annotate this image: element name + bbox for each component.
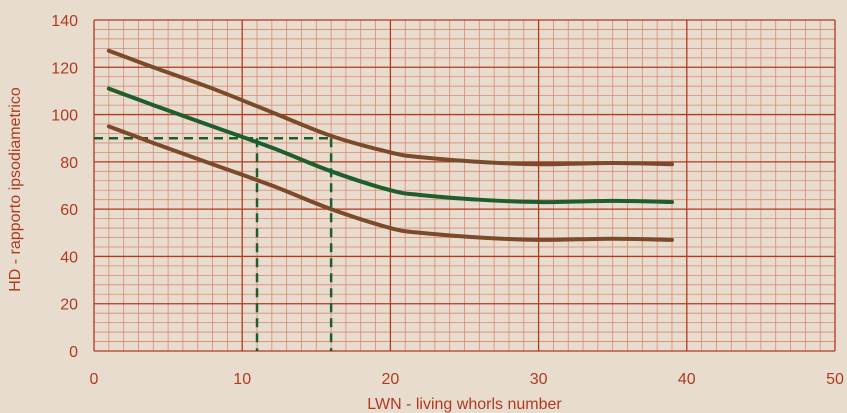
x-axis-label: LWN - living whorls number [367, 396, 562, 413]
y-tick-label: 0 [69, 344, 78, 361]
y-tick-label: 140 [51, 13, 78, 30]
y-tick-label: 20 [60, 297, 78, 314]
x-tick-label: 0 [90, 371, 99, 388]
y-tick-label: 100 [51, 108, 78, 125]
series-line-1 [106, 48, 674, 167]
series-line-2 [106, 86, 674, 205]
y-tick-label: 60 [60, 202, 78, 219]
x-tick-label: 20 [382, 371, 400, 388]
x-tick-label: 10 [233, 371, 251, 388]
y-axis-label: HD - rapporto ipsodiametrico [7, 87, 24, 292]
x-tick-label: 50 [826, 371, 844, 388]
series-line-3 [106, 124, 674, 242]
y-tick-label: 120 [51, 60, 78, 77]
x-tick-label: 40 [678, 371, 696, 388]
y-tick-label: 80 [60, 155, 78, 172]
x-tick-label: 30 [530, 371, 548, 388]
y-tick-label: 40 [60, 249, 78, 266]
